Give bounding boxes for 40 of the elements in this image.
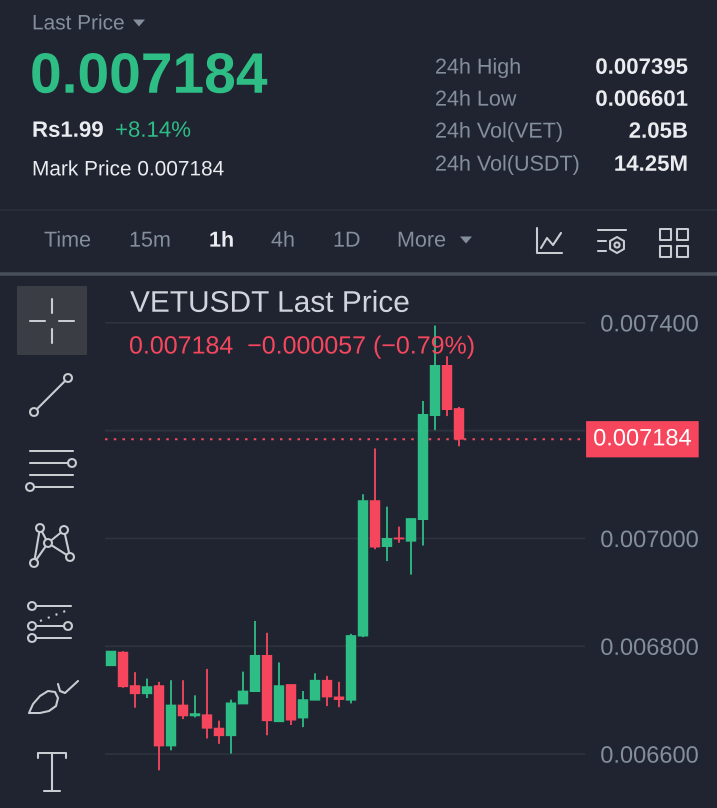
candlestick xyxy=(190,694,200,718)
candlestick xyxy=(310,672,320,702)
candlestick xyxy=(106,650,116,666)
candlestick xyxy=(298,690,308,728)
text: More xyxy=(398,232,446,247)
text: 24h Vol(USDT) xyxy=(436,154,578,176)
y-tick-label: 0.007000 xyxy=(601,530,698,548)
text: 15m xyxy=(130,232,170,247)
chart-title: VETUSDT Last Price xyxy=(130,290,409,312)
text: Time xyxy=(44,230,90,247)
candlestick xyxy=(178,679,188,720)
candlestick xyxy=(214,720,224,745)
text: 1D xyxy=(334,232,360,247)
text: 14.25M xyxy=(615,155,687,171)
candlestick xyxy=(394,526,404,544)
text: 24h High xyxy=(436,58,520,78)
y-tick-label: 0.007400 xyxy=(601,314,698,332)
candlestick xyxy=(334,680,344,708)
text: 1h xyxy=(210,230,233,247)
text: 4h xyxy=(271,230,294,247)
candlestick xyxy=(130,671,140,709)
text: Rs1.99 xyxy=(33,121,103,137)
candlestick xyxy=(322,675,332,708)
y-tick-label: 0.006800 xyxy=(601,638,698,656)
y-tick-label: 0.006600 xyxy=(601,746,698,763)
text: Mark Price 0.007184 xyxy=(34,160,224,176)
text: 24h Low xyxy=(436,90,516,106)
text: +8.14% xyxy=(116,121,190,137)
text: 24h Vol(VET) xyxy=(436,122,562,142)
ref-line-label: 0.007184 xyxy=(594,428,691,446)
candlestick xyxy=(142,678,152,699)
candlestick xyxy=(238,670,248,705)
text: 2.05B xyxy=(629,122,687,138)
text: Last Price xyxy=(34,14,124,30)
text: 0.007184 xyxy=(32,52,268,94)
candlestick xyxy=(406,518,416,576)
text: 0.006601 xyxy=(596,90,688,106)
text: 0.007395 xyxy=(596,58,688,74)
candlestick xyxy=(382,506,392,562)
candlestick xyxy=(202,668,212,740)
